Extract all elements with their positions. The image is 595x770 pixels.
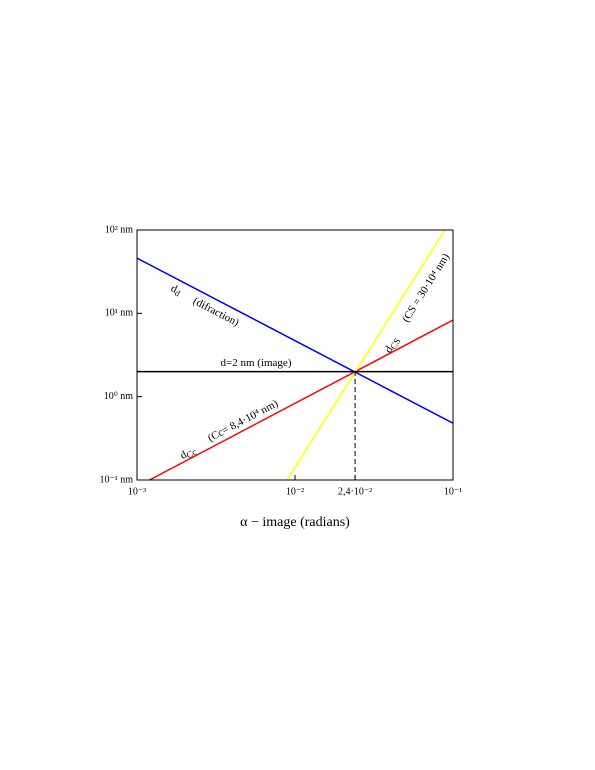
annotation-sub: Cc [185, 447, 199, 461]
annotation-text: d=2 nm (image) [221, 357, 292, 369]
y-tick-label: 10² nm [105, 224, 133, 235]
x-tick-label: 10⁻¹ [444, 486, 462, 497]
annotation-text: d [169, 282, 180, 295]
y-tick-label: 10¹ nm [105, 308, 133, 319]
series-line [137, 257, 453, 424]
annotation: dd [168, 282, 184, 299]
y-tick-label: 10⁻¹ nm [99, 474, 133, 485]
x-tick-label: 2,4·10⁻² [338, 486, 372, 497]
series-line [149, 319, 453, 480]
y-tick-label: 10⁰ nm [104, 391, 134, 402]
annotation: dCc [178, 444, 198, 463]
annotation: d=2 nm (image) [221, 357, 292, 369]
annotation-sub: d [173, 288, 182, 299]
series-line [286, 230, 446, 480]
annotation-text: d [382, 343, 395, 354]
x-tick-label: 10⁻³ [128, 486, 146, 497]
annotation: dCS [382, 335, 402, 356]
annotation-sub: CS [388, 336, 402, 351]
annotation-text: (Cc= 8,4·10⁴ nm) [206, 397, 280, 444]
x-axis-label: α − image (radians) [240, 515, 350, 530]
x-tick-label: 10⁻² [286, 486, 304, 497]
annotation: (Cc= 8,4·10⁴ nm) [206, 397, 280, 444]
plot-frame [136, 229, 454, 481]
annotation-text: d [178, 448, 189, 461]
